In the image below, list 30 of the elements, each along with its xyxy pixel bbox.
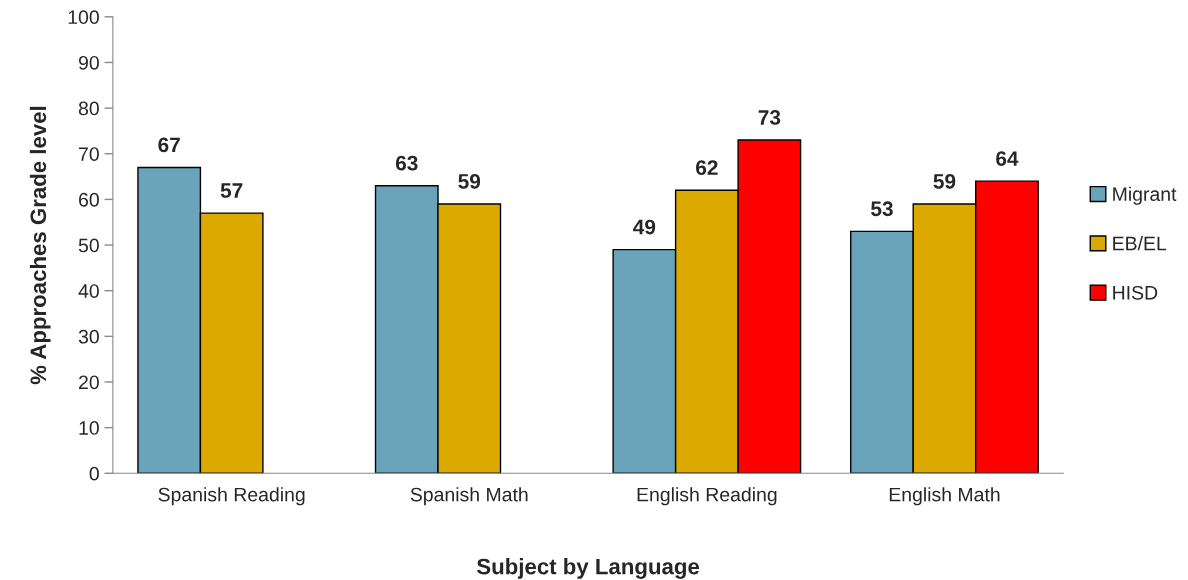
x-tick-label: Spanish Math — [410, 487, 528, 506]
y-tick-label: 60 — [79, 192, 99, 207]
data-label: 57 — [220, 183, 243, 198]
y-tick-label: 70 — [79, 147, 99, 161]
data-label: 64 — [996, 151, 1019, 166]
data-label: 63 — [395, 155, 418, 171]
legend-label: EB/EL — [1113, 236, 1167, 251]
y-tick-label: 50 — [78, 238, 99, 253]
y-tick-label: 100 — [68, 10, 99, 25]
data-label: 67 — [158, 137, 180, 153]
y-tick-label: 90 — [78, 55, 99, 70]
y-tick-label: 20 — [79, 375, 99, 390]
y-tick-label: 30 — [78, 329, 99, 344]
x-tick-label: English Reading — [637, 487, 777, 506]
data-label: 59 — [458, 173, 481, 189]
legend-label: HISD — [1113, 285, 1158, 300]
y-axis-title: % Approaches Grade level — [29, 106, 51, 385]
x-axis-title: Subject by Language — [476, 558, 700, 579]
y-tick-label: 0 — [89, 466, 99, 481]
data-label: 59 — [933, 173, 956, 189]
y-tick-label: 80 — [78, 101, 99, 116]
data-label: 49 — [633, 219, 656, 235]
y-tick-label: 40 — [78, 284, 99, 298]
legend-label: Migrant — [1113, 186, 1177, 205]
x-tick-label: English Math — [889, 487, 1000, 506]
x-tick-label: Spanish Reading — [158, 487, 305, 506]
y-tick-label: 10 — [79, 421, 99, 435]
data-label: 73 — [758, 110, 781, 125]
data-label: 53 — [871, 201, 893, 217]
data-label: 62 — [696, 160, 718, 176]
